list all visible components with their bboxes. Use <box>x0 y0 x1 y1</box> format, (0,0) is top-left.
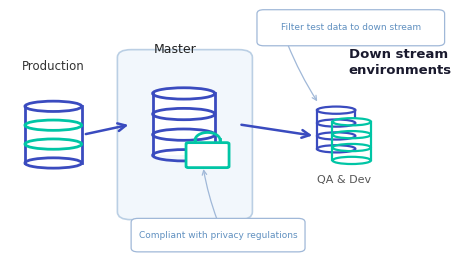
Polygon shape <box>25 106 82 163</box>
Polygon shape <box>153 93 215 155</box>
Text: Filter test data to down stream: Filter test data to down stream <box>281 23 421 32</box>
Text: Compliant with privacy regulations: Compliant with privacy regulations <box>139 231 297 240</box>
Polygon shape <box>317 110 356 149</box>
FancyBboxPatch shape <box>118 50 252 220</box>
Polygon shape <box>332 122 371 160</box>
Ellipse shape <box>332 118 371 125</box>
Ellipse shape <box>153 88 215 99</box>
Text: Production: Production <box>22 60 85 73</box>
Text: Master: Master <box>154 43 197 56</box>
Text: QA & Dev: QA & Dev <box>317 175 371 185</box>
FancyBboxPatch shape <box>186 143 229 168</box>
Ellipse shape <box>317 106 356 114</box>
FancyBboxPatch shape <box>257 10 445 46</box>
Text: Down stream
environments: Down stream environments <box>348 48 452 77</box>
Ellipse shape <box>25 101 82 111</box>
FancyBboxPatch shape <box>131 218 305 252</box>
